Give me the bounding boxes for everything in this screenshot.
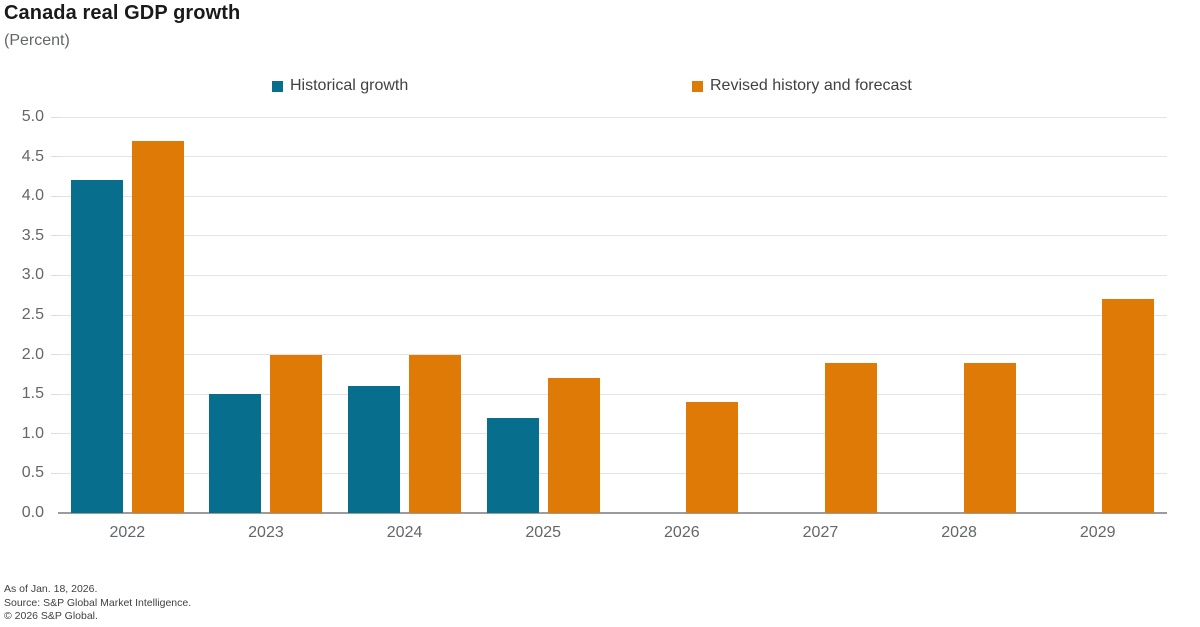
gridline bbox=[58, 235, 1167, 237]
y-tick-label: 0.5 bbox=[21, 464, 44, 482]
y-tick-label: 3.5 bbox=[21, 226, 44, 244]
y-tick-label: 3.0 bbox=[21, 266, 44, 284]
y-tick-label: 1.0 bbox=[21, 424, 44, 442]
legend-label-historical: Historical growth bbox=[290, 77, 409, 94]
y-tick-mark bbox=[51, 235, 58, 237]
gridline bbox=[58, 433, 1167, 435]
gridline bbox=[58, 195, 1167, 197]
x-tick-label-2025: 2025 bbox=[525, 524, 561, 541]
legend-swatch-historical-icon bbox=[272, 80, 283, 92]
gridline bbox=[58, 393, 1167, 395]
legend-item-historical: Historical growth bbox=[272, 77, 408, 95]
y-tick-mark bbox=[51, 433, 58, 435]
y-tick-mark bbox=[51, 393, 58, 395]
y-tick-mark bbox=[51, 314, 58, 316]
y-tick-mark bbox=[51, 274, 58, 276]
bar-historical-2022 bbox=[70, 180, 123, 513]
x-tick-label-2027: 2027 bbox=[802, 524, 839, 541]
gridline bbox=[58, 156, 1167, 158]
y-tick-label: 1.5 bbox=[21, 385, 44, 403]
gridline bbox=[58, 472, 1167, 474]
bar-revised-2023 bbox=[270, 354, 323, 513]
x-tick-label-2026: 2026 bbox=[664, 524, 700, 541]
bar-revised-2026 bbox=[686, 402, 739, 513]
chart-title: Canada real GDP growth bbox=[4, 2, 241, 24]
x-tick-label-2023: 2023 bbox=[248, 524, 284, 541]
y-tick-mark bbox=[51, 354, 58, 356]
legend-label-revised: Revised history and forecast bbox=[710, 77, 912, 94]
footnote-copyright: © 2026 S&P Global. bbox=[4, 610, 98, 622]
x-axis-line bbox=[58, 512, 1167, 514]
plot-area: 2022 2023 2024 2025 2026 2027 2028 2029 bbox=[51, 116, 1167, 541]
bar-revised-2027 bbox=[824, 362, 877, 513]
bar-historical-2023 bbox=[209, 394, 262, 513]
bar-revised-2029 bbox=[1102, 299, 1155, 513]
bar-historical-2024 bbox=[348, 386, 401, 513]
y-tick-mark bbox=[51, 472, 58, 474]
x-tick-label-2022: 2022 bbox=[109, 524, 146, 541]
footnote-asof: As of Jan. 18, 2026. bbox=[4, 583, 98, 595]
y-tick-mark bbox=[51, 116, 58, 118]
chart-subtitle: (Percent) bbox=[4, 32, 70, 49]
bar-revised-2028 bbox=[963, 362, 1016, 513]
x-tick-label-2028: 2028 bbox=[941, 524, 977, 541]
footnote-source: Source: S&P Global Market Intelligence. bbox=[4, 596, 192, 609]
bar-revised-2025 bbox=[547, 378, 600, 513]
y-tick-label: 4.0 bbox=[21, 187, 44, 205]
legend-item-revised: Revised history and forecast bbox=[692, 77, 912, 95]
y-tick-label: 2.5 bbox=[21, 306, 44, 323]
x-tick-label-2024: 2024 bbox=[386, 524, 423, 541]
y-tick-label: 2.0 bbox=[21, 345, 44, 363]
gridline bbox=[58, 354, 1167, 356]
y-tick-mark bbox=[51, 156, 58, 158]
legend-swatch-revised-icon bbox=[692, 80, 703, 92]
x-tick-label-2029: 2029 bbox=[1079, 524, 1116, 541]
footnotes: As of Jan. 18, 2026. Source: S&P Global … bbox=[4, 583, 191, 624]
y-axis: 0.0 0.5 1.0 1.5 2.0 2.5 3.0 3.5 4.0 4.5 5.0 bbox=[0, 0, 44, 627]
y-tick-mark bbox=[51, 195, 58, 197]
bar-historical-2025 bbox=[486, 417, 539, 513]
y-tick-label: 5.0 bbox=[21, 108, 44, 125]
gridline bbox=[58, 314, 1167, 316]
gridline bbox=[58, 116, 1167, 118]
gridline bbox=[58, 274, 1167, 276]
bar-revised-2022 bbox=[131, 140, 184, 513]
y-tick-label: 0.0 bbox=[21, 504, 44, 521]
y-tick-label: 4.5 bbox=[21, 147, 44, 165]
bar-revised-2024 bbox=[409, 354, 462, 513]
